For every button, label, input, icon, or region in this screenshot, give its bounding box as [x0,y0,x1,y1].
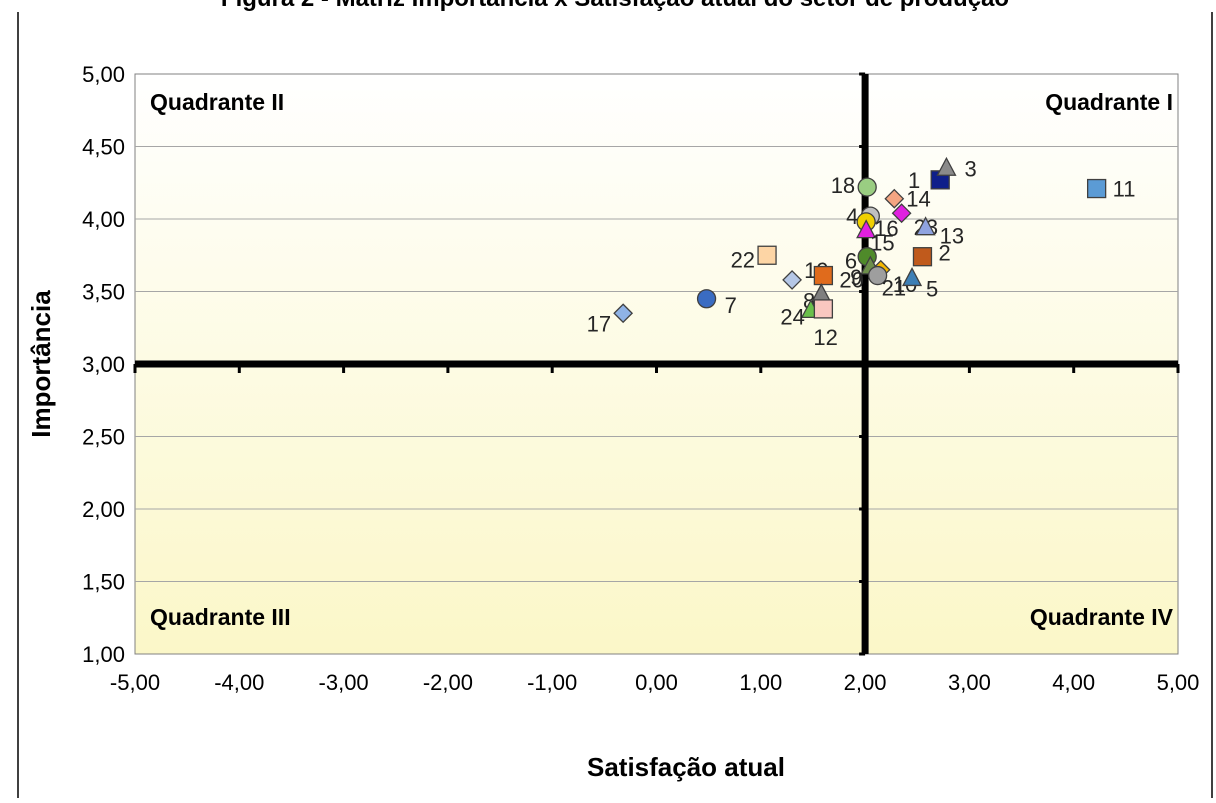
quadrant-label-3: Quadrante III [150,604,291,630]
point-marker [813,265,834,286]
chart-title: Figura 2 - Matriz Importância x Satisfaç… [221,0,1009,12]
point-marker [936,156,957,176]
point-marker [1086,178,1107,199]
point-label: 24 [780,304,804,329]
quadrant-labels: Quadrante II Quadrante I Quadrante III Q… [150,89,1174,630]
point-marker [901,267,923,287]
point-marker [856,219,877,239]
point-label: 2 [938,241,950,266]
x-tick-label: 0,00 [635,670,678,695]
x-tick-label: 2,00 [844,670,887,695]
point-marker [915,216,936,236]
quadrant-label-4: Quadrante IV [1030,604,1174,630]
point-label: 11 [1113,177,1136,202]
y-tick-label: 3,00 [82,352,125,377]
data-point: 7 [696,289,737,318]
point-marker [884,188,905,209]
data-point: 11 [1086,177,1136,202]
point-label: 4 [846,204,858,229]
data-point: 13 [915,216,964,249]
x-tick-label: 3,00 [948,670,991,695]
point-label: 6 [845,249,857,274]
quadrant-label-2: Quadrante II [150,89,284,115]
data-point: 12 [813,299,838,350]
point-label: 14 [906,187,930,212]
point-label: 20 [839,268,863,293]
data-point: 5 [901,267,938,301]
y-tick-label: 4,50 [82,135,125,160]
y-tick-label: 2,50 [82,425,125,450]
point-label: 1 [908,168,920,193]
point-marker [891,203,912,224]
x-tick-label: 4,00 [1052,670,1095,695]
x-tick-label: -2,00 [423,670,473,695]
x-tick-label: -1,00 [527,670,577,695]
point-marker [813,299,834,319]
data-point: 22 [731,245,777,272]
point-label: 9 [850,265,862,290]
y-tick-label: 5,00 [82,62,125,87]
x-tick-label: -4,00 [214,670,264,695]
tick-labels: 1,00 1,50 2,00 2,50 3,00 3,50 4,00 4,50 5,00 -5,0… [82,62,1199,695]
point-label: 7 [725,293,737,318]
point-label: 13 [940,224,964,249]
point-label: 12 [813,325,837,350]
x-tick-label: -3,00 [319,670,369,695]
point-marker [757,245,777,265]
y-tick-label: 4,00 [82,207,125,232]
quadrant-axes [133,72,1180,656]
data-point: 21 [867,265,906,301]
y-axis-title: Importância [26,290,56,438]
point-label: 22 [731,247,755,272]
y-tick-label: 3,50 [82,280,125,305]
point-label: 17 [587,311,611,336]
x-tick-label: -5,00 [110,670,160,695]
data-point: 14 [884,187,931,212]
point-marker [867,265,888,286]
point-label: 16 [874,216,898,241]
y-tick-label: 1,50 [82,570,125,595]
x-tick-label: 5,00 [1157,670,1200,695]
point-label: 21 [882,276,906,301]
y-tick-label: 2,00 [82,497,125,522]
y-tick-label: 1,00 [82,642,125,667]
point-marker [696,289,717,309]
point-marker [782,269,803,290]
data-point: 23 [891,203,938,240]
data-point: 17 [587,303,634,336]
point-marker [613,303,634,324]
quadrant-label-1: Quadrante I [1045,89,1173,115]
point-label: 3 [964,156,976,181]
point-label: 18 [831,173,855,198]
point-marker [912,247,933,267]
data-point: 18 [831,173,877,198]
data-points: 131118142341613152691021522192082412717 [587,156,1136,350]
data-point: 3 [936,156,977,181]
point-marker [857,177,877,197]
x-tick-label: 1,00 [739,670,782,695]
data-point: 20 [813,265,864,293]
point-label: 5 [926,276,938,301]
data-point: 2 [912,241,951,267]
x-axis-title: Satisfação atual [587,752,785,782]
